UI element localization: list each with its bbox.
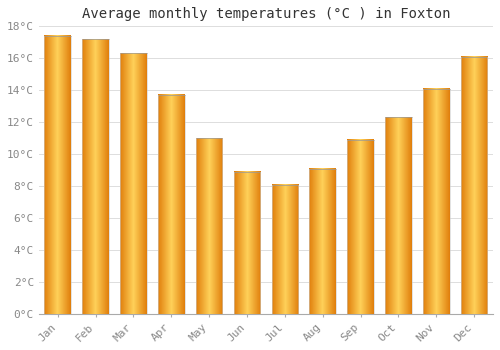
Title: Average monthly temperatures (°C ) in Foxton: Average monthly temperatures (°C ) in Fo… <box>82 7 450 21</box>
